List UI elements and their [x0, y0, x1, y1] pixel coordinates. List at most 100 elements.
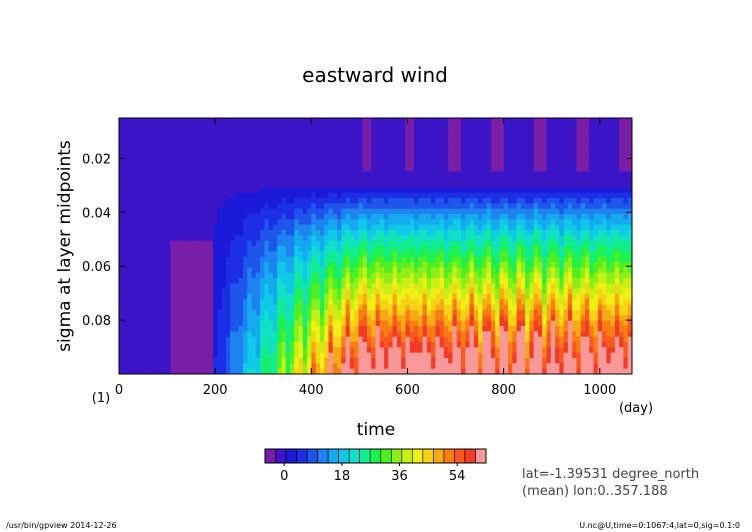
heatmap-cell — [230, 331, 236, 338]
heatmap-cell — [512, 342, 518, 348]
heatmap-cell — [294, 246, 300, 252]
heatmap-cell — [486, 235, 492, 242]
heatmap-cell — [298, 155, 304, 162]
heatmap-cell — [490, 155, 496, 162]
heatmap-cell — [294, 283, 300, 290]
heatmap-cell — [533, 155, 539, 162]
heatmap-cell — [486, 182, 492, 188]
heatmap-cell — [242, 342, 248, 348]
heatmap-cell — [388, 128, 394, 135]
heatmap-cell — [371, 230, 377, 236]
heatmap-cell — [465, 219, 471, 226]
heatmap-cell — [366, 315, 372, 322]
heatmap-cell — [213, 139, 218, 146]
heatmap-cell — [136, 342, 141, 348]
heatmap-cell — [144, 214, 150, 220]
heatmap-cell — [157, 203, 163, 210]
heatmap-cell — [311, 278, 317, 284]
heatmap-cell — [140, 166, 146, 172]
heatmap-cell — [255, 358, 261, 364]
heatmap-cell — [392, 246, 398, 252]
heatmap-cell — [157, 139, 163, 146]
heatmap-cell — [251, 310, 257, 316]
heatmap-cell — [508, 230, 513, 236]
heatmap-cell — [285, 182, 291, 188]
heatmap-cell — [456, 182, 462, 188]
heatmap-cell — [362, 294, 368, 300]
heatmap-cell — [204, 315, 210, 322]
heatmap-cell — [559, 230, 565, 236]
heatmap-cell — [217, 235, 223, 242]
heatmap-cell — [251, 208, 257, 215]
heatmap-cell — [230, 256, 236, 263]
heatmap-cell — [268, 299, 274, 306]
heatmap-cell — [537, 166, 543, 172]
heatmap-cell — [495, 256, 501, 263]
heatmap-cell — [542, 182, 548, 188]
heatmap-cell — [242, 288, 248, 295]
heatmap-cell — [358, 187, 364, 194]
heatmap-cell — [242, 326, 248, 332]
heatmap-cell — [234, 192, 240, 199]
heatmap-cell — [490, 358, 496, 364]
heatmap-cell — [200, 235, 206, 242]
heatmap-cell — [225, 182, 231, 188]
heatmap-cell — [520, 208, 526, 215]
heatmap-cell — [341, 235, 347, 242]
heatmap-cell — [418, 155, 424, 162]
heatmap-cell — [422, 176, 428, 183]
heatmap-cell — [277, 166, 283, 172]
heatmap-cell — [512, 235, 518, 242]
heatmap-cell — [426, 358, 432, 364]
heatmap-cell — [345, 331, 351, 338]
heatmap-cell — [555, 198, 560, 204]
heatmap-cell — [559, 219, 565, 226]
heatmap-cell — [144, 246, 150, 252]
heatmap-cell — [405, 256, 411, 263]
heatmap-cell — [247, 198, 253, 204]
heatmap-cell — [242, 336, 248, 343]
heatmap-cell — [542, 155, 548, 162]
heatmap-cell — [298, 352, 304, 359]
heatmap-cell — [461, 299, 466, 306]
heatmap-cell — [495, 171, 501, 178]
heatmap-cell — [490, 235, 496, 242]
heatmap-cell — [264, 326, 270, 332]
heatmap-cell — [213, 310, 218, 316]
heatmap-cell — [264, 272, 270, 279]
heatmap-cell — [482, 267, 488, 274]
heatmap-cell — [285, 128, 291, 135]
heatmap-cell — [448, 134, 454, 140]
heatmap-cell — [358, 139, 364, 146]
heatmap-cell — [178, 278, 184, 284]
heatmap-cell — [525, 331, 531, 338]
heatmap-cell — [161, 166, 167, 172]
heatmap-cell — [264, 128, 270, 135]
heatmap-cell — [294, 192, 300, 199]
heatmap-cell — [332, 176, 338, 183]
heatmap-cell — [268, 358, 274, 364]
heatmap-cell — [285, 347, 291, 354]
heatmap-cell — [166, 139, 171, 146]
heatmap-cell — [161, 331, 167, 338]
heatmap-cell — [260, 304, 265, 311]
heatmap-cell — [311, 326, 317, 332]
heatmap-cell — [358, 294, 364, 300]
heatmap-cell — [294, 198, 300, 204]
heatmap-cell — [508, 208, 513, 215]
heatmap-cell — [268, 368, 274, 374]
heatmap-cell — [409, 326, 415, 332]
heatmap-cell — [337, 272, 342, 279]
heatmap-cell — [268, 363, 274, 370]
heatmap-cell — [341, 144, 347, 151]
heatmap-cell — [272, 294, 278, 300]
heatmap-cell — [456, 118, 462, 124]
heatmap-cell — [448, 267, 454, 274]
heatmap-cell — [337, 363, 342, 370]
heatmap-cell — [307, 219, 312, 226]
heatmap-cell — [542, 358, 548, 364]
heatmap-cell — [508, 368, 513, 374]
heatmap-cell — [401, 219, 407, 226]
heatmap-cell — [482, 283, 488, 290]
heatmap-cell — [238, 171, 244, 178]
